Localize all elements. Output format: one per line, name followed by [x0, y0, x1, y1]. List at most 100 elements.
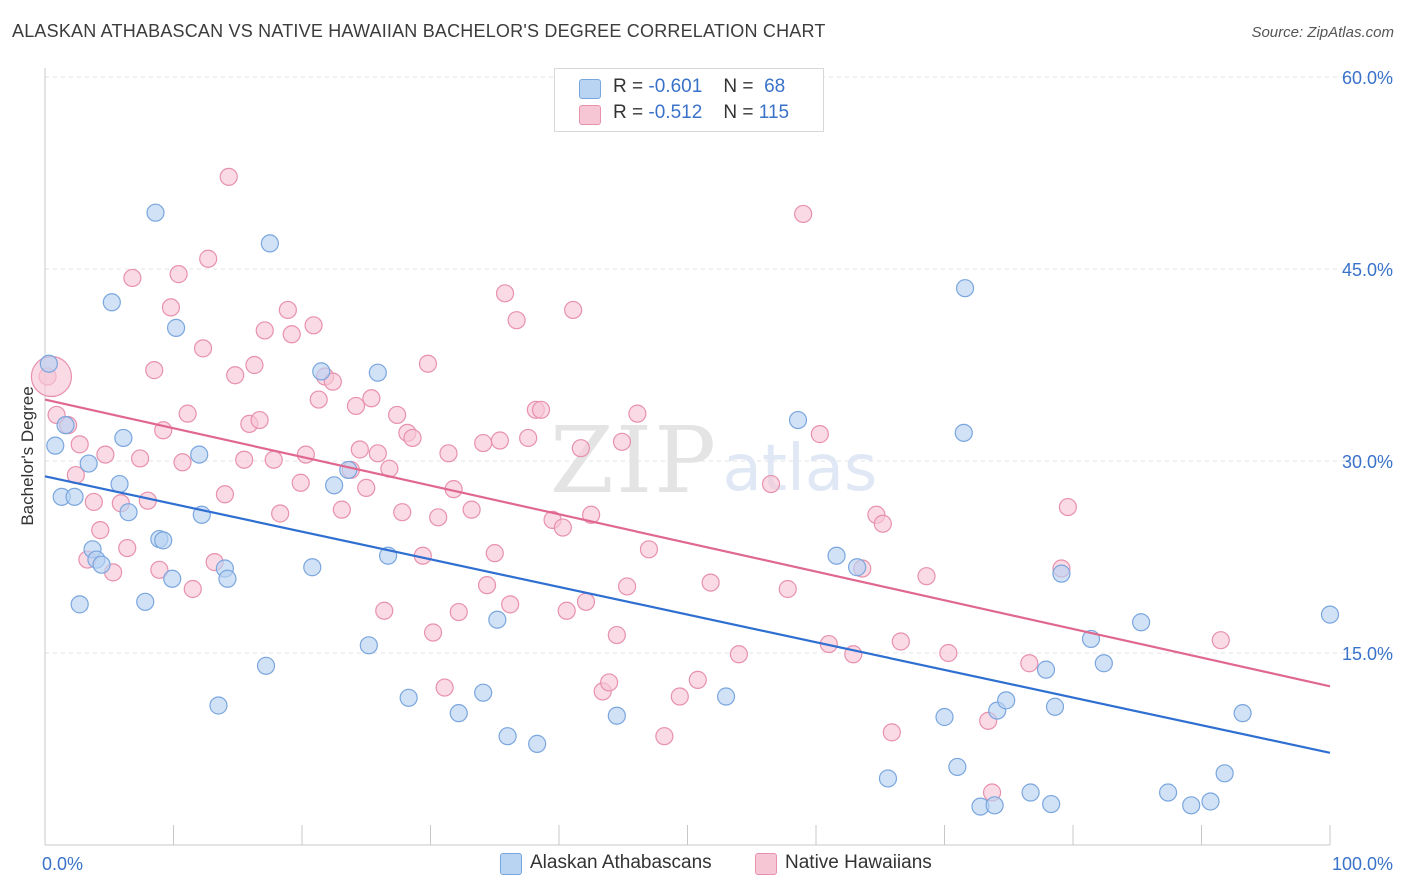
hawaiian-trend-line [44, 398, 1331, 688]
athabascan-point [488, 610, 507, 629]
hawaiian-point [474, 433, 493, 453]
hawaiian-point [891, 632, 910, 651]
hawaiian-point [375, 601, 394, 620]
athabascan-point [985, 796, 1004, 815]
athabascan-point [528, 734, 547, 753]
athabascan-point [154, 531, 173, 550]
hawaiian-point [350, 440, 369, 459]
hawaiians-legend-swatch [755, 853, 777, 875]
hawaiian-point [235, 450, 254, 469]
watermark: ZIP atlas [550, 407, 877, 514]
hawaiian-point [296, 445, 315, 464]
athabascan-point [119, 503, 138, 522]
athabascan-point [955, 279, 975, 298]
r-label: R = [613, 102, 644, 123]
athabascan-point [190, 445, 209, 464]
hawaiian-point [96, 445, 115, 464]
hawaiian-point [150, 560, 169, 579]
athabascans-legend-swatch [500, 853, 522, 875]
hawaiian-point [761, 474, 781, 494]
athabascan-point [1094, 654, 1113, 673]
hawaiian-point [688, 670, 707, 689]
hawaiian-point [628, 404, 647, 423]
hawaiian-point [91, 521, 110, 540]
hawaiian-point [178, 404, 197, 423]
hawaiian-point [1058, 497, 1077, 517]
athabascan-point [56, 416, 75, 435]
athabascan-point [146, 203, 165, 222]
hawaiians-legend-label: Native Hawaiians [785, 852, 932, 873]
y-tick-label: 30.0% [1342, 452, 1393, 472]
hawaiian-point [639, 540, 659, 559]
athabascan-point [260, 234, 279, 253]
hawaiian-point [362, 389, 381, 408]
athabascan-point [399, 688, 418, 707]
hawaiian-point [245, 355, 264, 375]
athabascan-point [935, 707, 954, 727]
hawaiian-point [600, 673, 619, 692]
athabascan-point [218, 569, 237, 588]
hawaiian-point [226, 366, 245, 385]
hawaiian-point [501, 595, 520, 614]
athabascan-point [92, 555, 111, 574]
hawaiian-point [291, 473, 310, 492]
r-value: -0.601 [648, 76, 703, 97]
hawaiian-point [618, 577, 637, 596]
hawaiian-point [810, 425, 829, 444]
hawaiian-point [612, 432, 632, 451]
hawaiian-point [161, 298, 181, 317]
hawaiian-point [576, 592, 596, 611]
hawaiian-point [449, 602, 468, 622]
trend-lines [44, 398, 1331, 754]
hawaiian-point [70, 435, 89, 454]
hawaiian-point [429, 508, 448, 527]
hawaiian-point [939, 643, 958, 663]
athabascan-point [70, 595, 89, 614]
watermark-zip: ZIP [550, 407, 718, 514]
athabascans-legend-label: Alaskan Athabascans [530, 852, 712, 873]
athabascan-point [209, 696, 228, 715]
hawaiian-point [794, 204, 813, 224]
hawaiian-point [357, 478, 376, 497]
axes [44, 68, 1331, 846]
y-axis-label: Bachelor's Degree [18, 386, 37, 525]
athabascan-point [1201, 792, 1220, 811]
athabascan-point [256, 656, 276, 675]
n-value: 115 [758, 102, 790, 123]
athabascan-point [136, 592, 155, 611]
hawaiian-point [183, 579, 202, 599]
hawaiian-point [485, 544, 504, 563]
hawaiian-point [255, 321, 274, 340]
hawaiian-point [271, 504, 290, 523]
hawaiian-point [507, 311, 526, 330]
n-label: N = [723, 102, 754, 123]
hawaiian-point [332, 500, 351, 519]
y-tick-label: 60.0% [1342, 68, 1393, 88]
hawaiian-point [557, 601, 576, 620]
hawaiian-point [250, 410, 269, 430]
athabascan-point [948, 757, 967, 777]
athabascan-point [39, 354, 58, 373]
athabascan-point [848, 558, 867, 577]
stats-legend: R = -0.601 N = 68 R = -0.512 N = 115 [554, 68, 824, 132]
athabascan-point [110, 474, 129, 494]
athabascan-point [449, 704, 468, 723]
hawaiian-point [423, 623, 443, 642]
athabascan-swatch [579, 79, 601, 99]
hawaiian-point [553, 518, 572, 537]
hawaiian-point [571, 439, 590, 458]
hawaiian-point [873, 514, 892, 533]
hawaiian-point [729, 645, 749, 664]
athabascan-point [102, 293, 121, 312]
athabascan-point [1182, 796, 1201, 815]
hawaiian-point [304, 316, 323, 335]
tick-labels: 15.0% 30.0% 45.0% 60.0% 0.0% 100.0% [42, 68, 1393, 874]
hawaiian-point [84, 492, 103, 512]
hawaiian-point [778, 579, 797, 599]
athabascan-point [607, 706, 626, 725]
hawaiian-point [495, 284, 515, 303]
athabascan-point [1052, 564, 1071, 583]
athabascan-point [716, 687, 736, 706]
hawaiian-point [173, 453, 192, 472]
watermark-atlas: atlas [723, 432, 878, 506]
